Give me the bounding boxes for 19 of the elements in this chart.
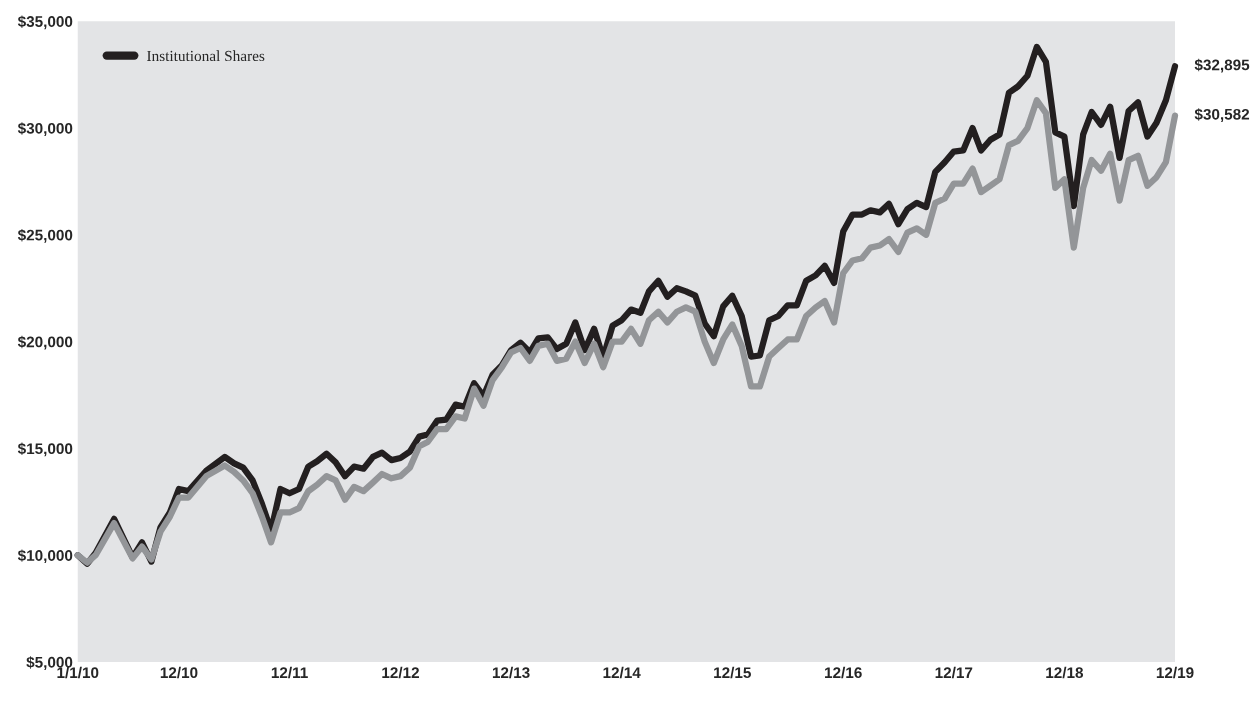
y-tick-label: $10,000 <box>17 549 73 564</box>
x-tick-label: 12/13 <box>492 666 530 679</box>
y-tick-label: $30,000 <box>17 122 73 136</box>
x-tick-label: 12/12 <box>382 666 419 679</box>
x-tick-label: 12/15 <box>714 666 751 679</box>
y-tick-label: $15,000 <box>17 442 73 457</box>
x-tick-label: 12/18 <box>1046 666 1084 679</box>
x-tick-label: 12/16 <box>825 666 862 679</box>
annotation: $30,582 <box>1194 108 1250 122</box>
x-tick-label: 12/14 <box>603 666 641 679</box>
y-tick-label: $35,000 <box>17 15 73 30</box>
y-tick-label: $20,000 <box>17 335 73 350</box>
legend-label: Institutional Shares <box>147 50 265 62</box>
x-tick-label: 12/11 <box>271 666 308 679</box>
y-tick-label: $25,000 <box>17 229 73 243</box>
annotation: $32,895 <box>1194 58 1250 73</box>
x-tick-label: 12/17 <box>935 666 973 679</box>
x-tick-label: 12/19 <box>1156 666 1194 679</box>
x-tick-label: 12/10 <box>160 666 198 679</box>
